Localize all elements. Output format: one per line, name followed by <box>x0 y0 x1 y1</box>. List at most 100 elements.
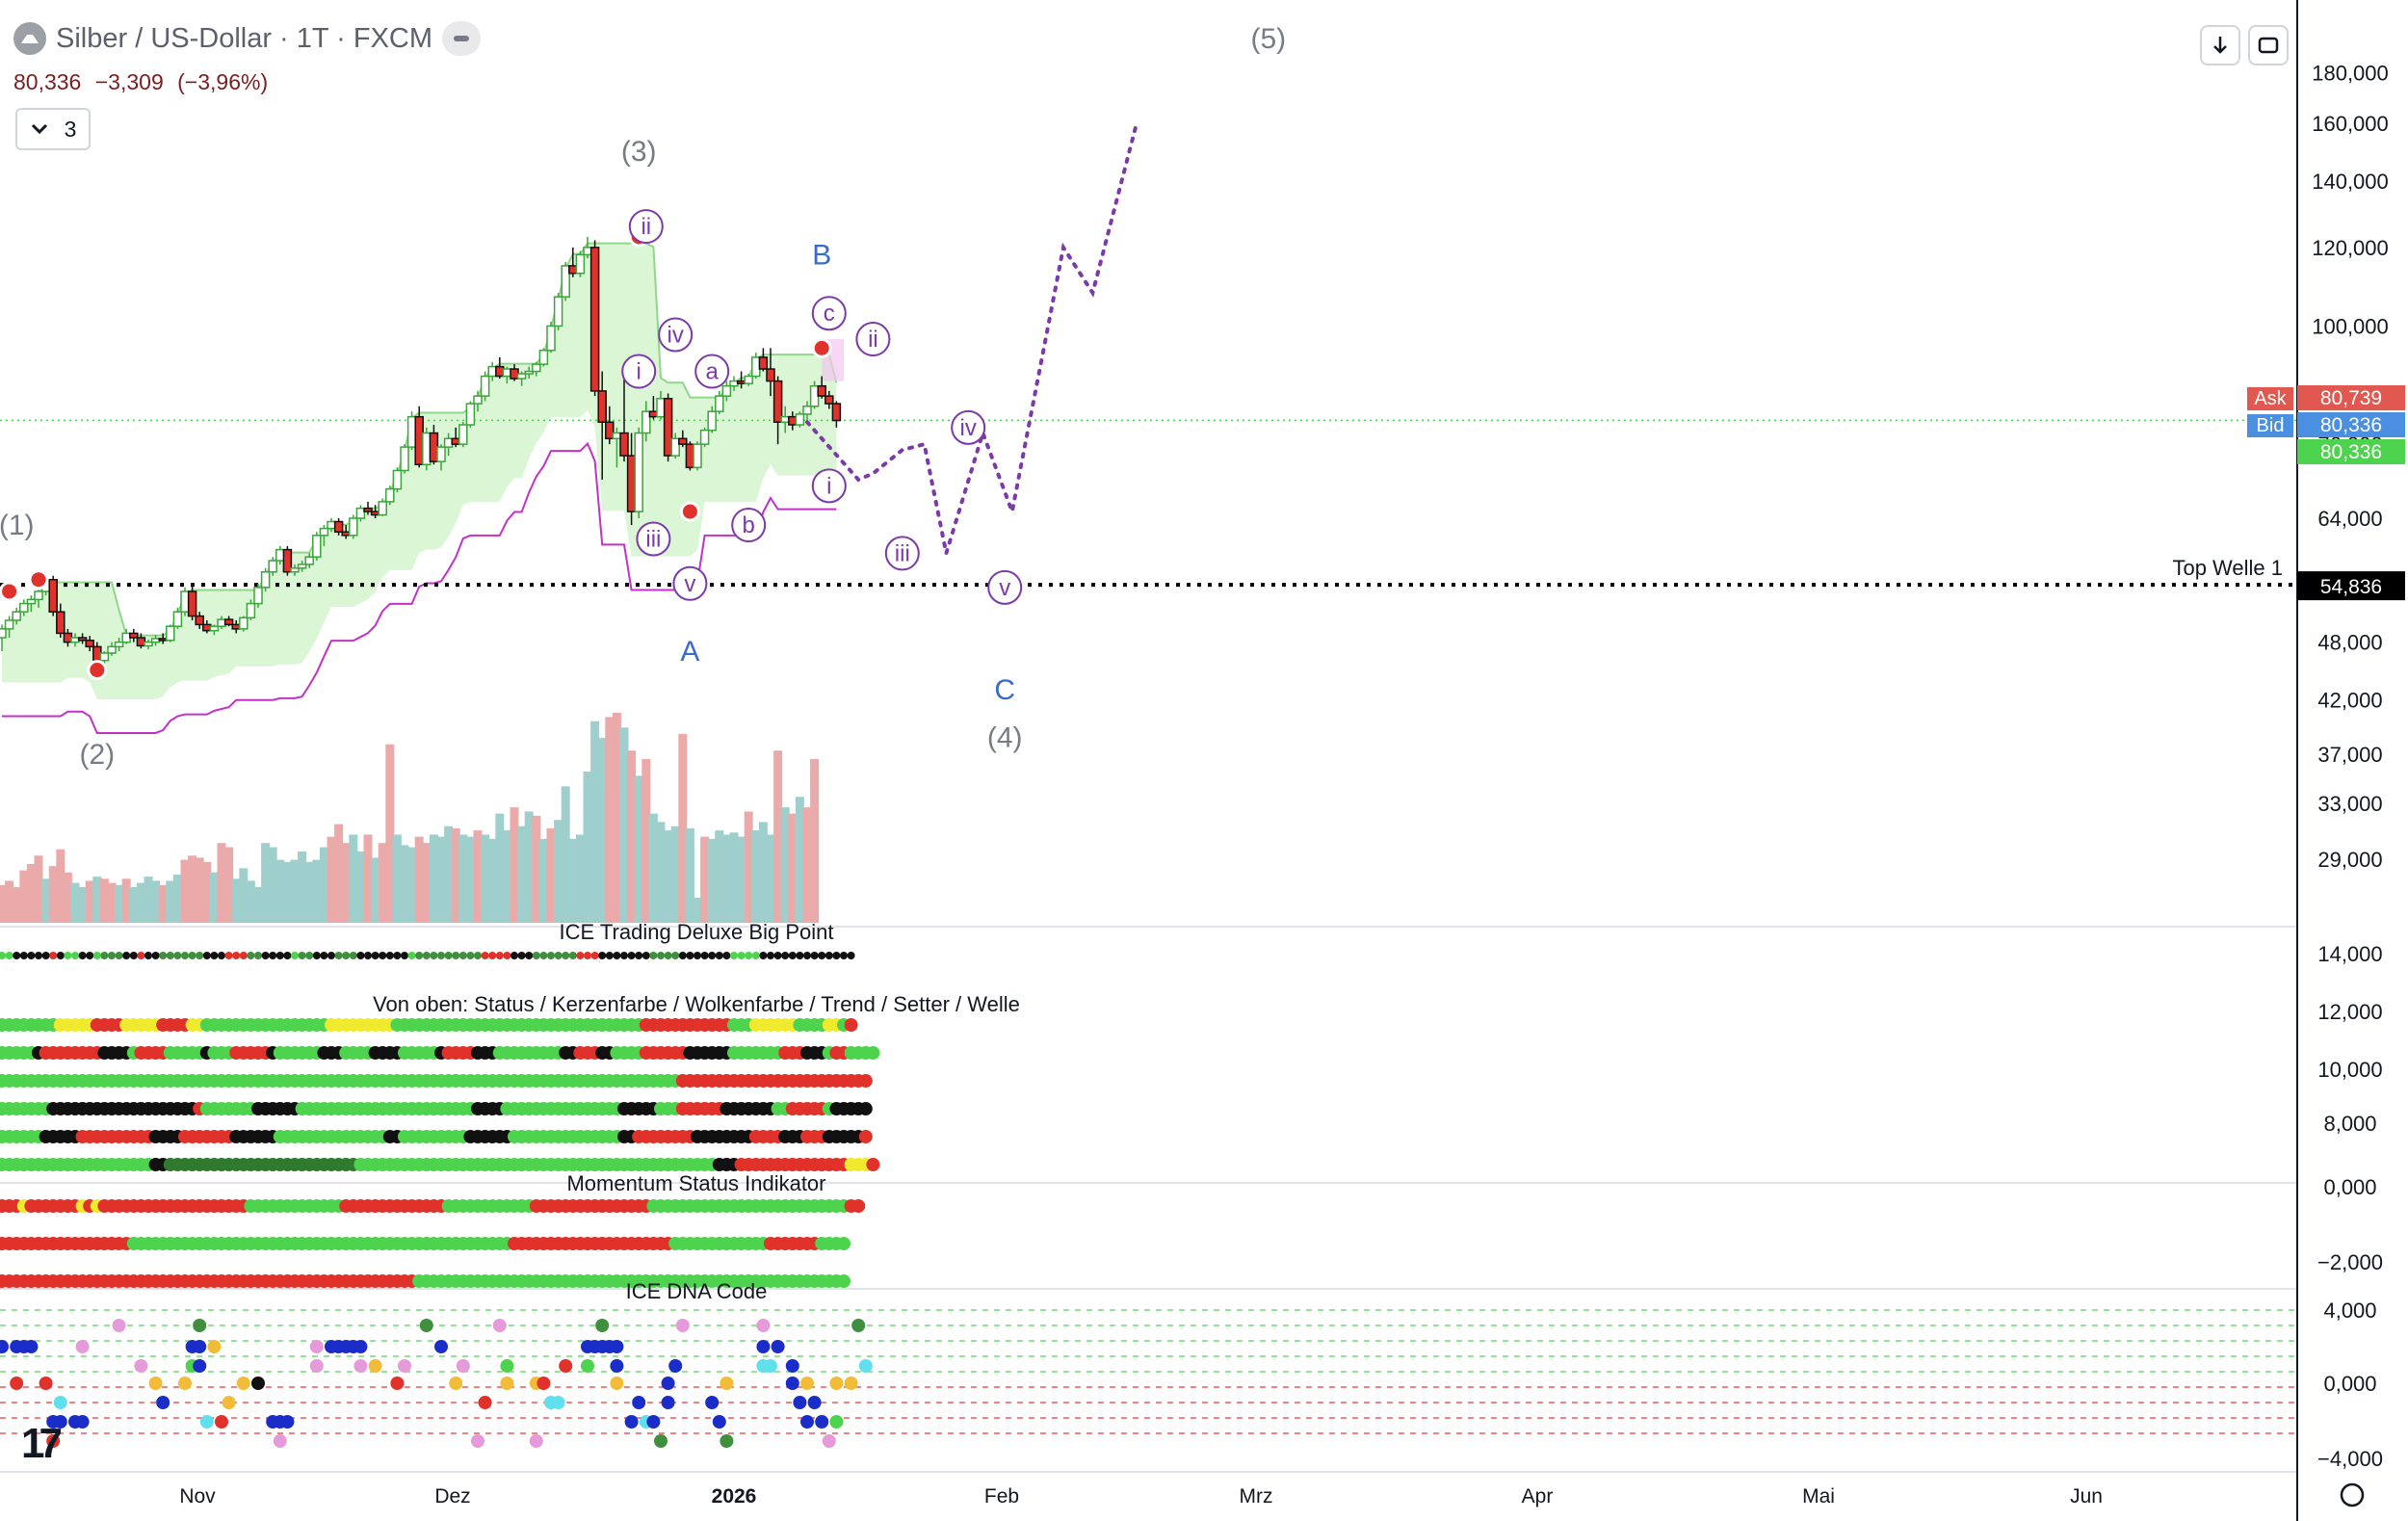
download-button[interactable] <box>2200 25 2240 66</box>
big-point-dot <box>78 952 87 959</box>
candle-up <box>239 616 249 630</box>
hide-toggle-icon[interactable] <box>442 21 482 56</box>
volume-bar <box>217 843 226 923</box>
candle-up <box>355 507 366 519</box>
big-point-dot <box>173 952 182 959</box>
big-point-dot <box>166 952 174 959</box>
volume-bar <box>444 826 454 923</box>
price-axis: 220,000180,000160,000140,000120,000100,0… <box>2247 0 2405 1521</box>
volume-bar <box>70 882 80 923</box>
dna-dot <box>675 1319 690 1332</box>
volume-bar <box>554 820 563 923</box>
candle-down <box>195 615 204 626</box>
candle-up <box>99 652 110 662</box>
dna-dot <box>53 1396 67 1409</box>
pane-title: ICE Trading Deluxe Big Point <box>560 920 834 944</box>
volume-bar <box>107 882 117 923</box>
y-tick-label: 120,000 <box>2312 236 2389 260</box>
candle-up <box>378 501 387 516</box>
volume-bar <box>166 880 175 923</box>
candle-down <box>648 410 659 418</box>
candle-down <box>597 390 607 423</box>
dna-dot <box>273 1434 287 1448</box>
status-dot <box>858 1074 873 1088</box>
volume-bar <box>85 880 94 923</box>
indicators-collapse-button[interactable]: 3 <box>15 108 91 150</box>
big-point-dot <box>605 952 614 959</box>
wave-circle <box>951 409 986 445</box>
wave-circle <box>694 354 730 389</box>
volume-bar <box>0 884 7 923</box>
dna-dot <box>646 1415 661 1429</box>
y-tick-label: 42,000 <box>2317 688 2382 712</box>
big-point-dot <box>773 952 782 959</box>
y-tick-label: 29,000 <box>2317 848 2382 872</box>
big-point-dot <box>452 952 460 959</box>
candle-up <box>297 564 307 569</box>
big-point-dot <box>613 952 621 959</box>
dna-dot <box>610 1359 624 1373</box>
candle-up <box>150 638 161 643</box>
volume-bar <box>538 838 548 923</box>
candle-down <box>817 384 826 397</box>
big-point-dot <box>202 952 211 959</box>
wave-circle <box>884 536 920 571</box>
candle-down <box>129 632 139 639</box>
big-point-dot <box>108 952 116 959</box>
big-point-dot <box>641 952 650 959</box>
big-point-dot <box>517 952 526 959</box>
volume-bar <box>766 834 775 923</box>
candle-up <box>480 375 490 397</box>
dna-dot <box>720 1377 734 1390</box>
big-point-dot <box>41 952 50 959</box>
wave-circle <box>621 354 657 389</box>
volume-bar <box>590 721 600 923</box>
candle-down <box>772 380 783 423</box>
price-change-pct: (−3,96%) <box>177 69 269 94</box>
dna-dot <box>500 1377 514 1390</box>
big-point-dot <box>532 952 540 959</box>
price-label-box <box>2297 412 2405 437</box>
candle-up <box>246 602 256 619</box>
x-tick-label: Nov <box>179 1485 216 1508</box>
volume-bar <box>773 750 783 923</box>
indicator-panes: ICE Trading Deluxe Big Point Von oben: St… <box>0 920 2297 1448</box>
wave-label: iii <box>645 526 661 552</box>
candle-down <box>788 415 798 426</box>
dna-dot <box>398 1359 411 1373</box>
symbol-header[interactable]: Silber / US-Dollar · 1T · FXCM <box>13 21 482 56</box>
big-point-dot <box>327 952 335 959</box>
status-dot <box>858 1102 873 1115</box>
volume-bar <box>685 827 694 923</box>
dna-dot <box>222 1396 236 1409</box>
signal-marker <box>811 337 832 358</box>
abc-label: A <box>680 636 699 668</box>
big-point-dot <box>568 952 577 959</box>
big-point-dot <box>444 952 453 959</box>
volume-bar <box>371 857 380 923</box>
dna-dot <box>178 1377 192 1390</box>
candle-up <box>209 625 220 632</box>
big-point-dot <box>137 952 145 959</box>
volume-bar <box>451 827 460 923</box>
volume-bar <box>729 832 739 923</box>
candle-up <box>721 384 732 397</box>
wave-label: i <box>637 359 641 385</box>
volume-bar <box>239 868 249 923</box>
volume-bar <box>304 861 314 923</box>
volume-bar <box>312 859 322 923</box>
candle-up <box>70 637 80 643</box>
big-point-dot <box>159 952 168 959</box>
big-point-dot <box>818 952 826 959</box>
candle-down <box>605 421 615 440</box>
fullscreen-button[interactable] <box>2248 25 2289 66</box>
y-tick-label: 33,000 <box>2317 792 2382 816</box>
big-point-dot <box>598 952 607 959</box>
last-price: 80,336 <box>13 69 82 94</box>
big-point-dot <box>635 952 643 959</box>
big-point-dot <box>334 952 343 959</box>
big-point-dot <box>495 952 504 959</box>
wave-degree-label: (2) <box>79 739 115 771</box>
